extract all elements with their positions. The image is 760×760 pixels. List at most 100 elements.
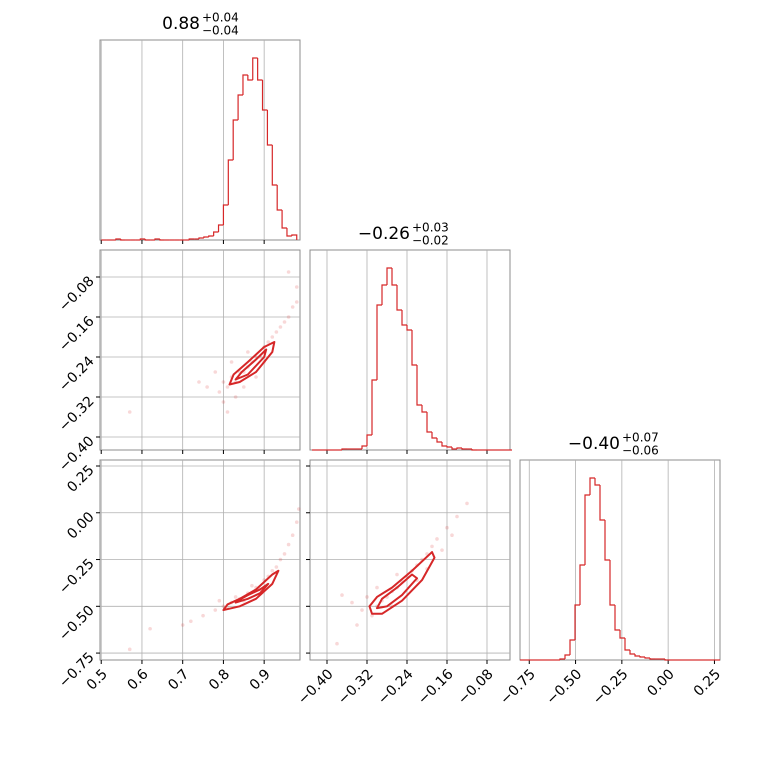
sample-point — [254, 375, 258, 379]
sample-point — [296, 507, 301, 511]
x-tick-label: −0.50 — [544, 666, 586, 708]
histogram-bin — [609, 560, 615, 606]
sample-point — [465, 501, 469, 506]
histogram-bin — [242, 74, 248, 95]
sample-point — [221, 400, 226, 404]
x-tick-label: 0.8 — [206, 666, 233, 693]
x-tick-label: 0.00 — [644, 666, 677, 699]
panel-frame — [309, 459, 511, 661]
sample-point — [217, 598, 222, 603]
histogram-bin — [391, 268, 397, 286]
histogram-bin — [569, 639, 575, 655]
sample-point — [270, 568, 275, 573]
histogram-bin — [247, 75, 253, 81]
x-tick-label: 0.9 — [247, 666, 274, 693]
x-tick-label: 0.7 — [165, 666, 192, 693]
histogram-bin — [341, 448, 347, 450]
histogram-bin — [426, 412, 432, 433]
histogram-bin — [386, 267, 392, 285]
sample-point — [274, 565, 279, 569]
histogram-bin — [198, 237, 204, 239]
histogram-bin — [376, 304, 382, 380]
histogram-bin — [441, 442, 447, 447]
y-tick-label: −0.25 — [56, 556, 98, 598]
histogram-bin — [291, 234, 298, 240]
title-lower: −0.02 — [412, 234, 449, 248]
contour — [228, 341, 276, 386]
y-tick-label: −0.08 — [56, 273, 98, 315]
histogram-bin — [416, 365, 422, 406]
sample-point — [197, 380, 201, 384]
histogram-bin — [217, 224, 224, 232]
histogram-bin — [213, 231, 219, 236]
histogram-bin — [406, 325, 412, 331]
histogram-bin — [154, 238, 160, 240]
sample-point — [435, 537, 439, 541]
contour — [376, 573, 418, 610]
x-tick-label: −0.75 — [497, 666, 539, 708]
panel-title: −0.26 — [358, 224, 410, 244]
histogram-bin — [252, 57, 258, 80]
histogram-bin — [639, 656, 645, 658]
sample-point — [455, 514, 459, 519]
contour — [222, 569, 280, 612]
sample-point — [241, 385, 246, 389]
y-tick-label: −0.24 — [56, 353, 98, 395]
sample-point — [148, 626, 152, 631]
histogram-bin — [159, 239, 165, 241]
contour — [368, 551, 436, 615]
histogram-bin — [559, 658, 565, 660]
histogram-bin — [456, 447, 462, 449]
histogram-bin — [286, 228, 292, 237]
histogram-bin — [644, 657, 650, 659]
sample-point — [294, 520, 299, 524]
sample-point — [286, 315, 291, 319]
histogram-bin — [115, 238, 121, 240]
sample-point — [340, 593, 344, 597]
histogram-bin — [624, 638, 630, 651]
panel-frame — [519, 459, 721, 661]
x-tick-label: −0.40 — [295, 666, 337, 708]
histogram-bin — [471, 449, 477, 451]
histogram-bin — [139, 238, 146, 240]
sample-point — [127, 647, 132, 652]
histogram-bin — [446, 446, 452, 448]
panel-frame — [99, 39, 301, 241]
sample-point — [365, 595, 369, 599]
histogram-bin — [629, 650, 635, 655]
x-tick-label: −0.08 — [455, 666, 497, 708]
sample-point — [180, 623, 185, 627]
histogram-bin — [232, 119, 239, 160]
panel-title: −0.40 — [568, 434, 620, 454]
sample-point — [286, 270, 291, 274]
sample-point — [294, 285, 299, 289]
contour — [234, 348, 268, 381]
sample-point — [266, 340, 271, 344]
histogram-bin — [589, 477, 595, 495]
histogram-bin — [203, 236, 209, 238]
histogram-bin — [461, 448, 467, 450]
histogram-bin — [421, 405, 427, 413]
x-tick-label: −0.24 — [375, 666, 417, 708]
sample-point — [221, 380, 226, 384]
panel-frame — [309, 249, 511, 451]
sample-point — [450, 533, 454, 538]
title-upper: +0.04 — [202, 11, 239, 25]
histogram-bin — [188, 238, 195, 240]
histogram-bin — [208, 235, 214, 237]
histogram-bin — [604, 520, 610, 561]
sample-point — [274, 330, 279, 334]
sample-point — [282, 552, 287, 556]
sample-point — [282, 320, 287, 324]
sample-point — [290, 305, 295, 309]
histogram-bin — [614, 605, 620, 631]
title-upper: +0.03 — [412, 221, 449, 235]
histogram-bin — [574, 604, 580, 640]
histogram-bin — [584, 494, 590, 565]
sample-point — [246, 350, 250, 354]
x-tick-label: 0.6 — [125, 666, 152, 693]
sample-point — [233, 595, 238, 599]
x-tick-label: −0.32 — [335, 666, 377, 708]
panel-frame — [99, 459, 301, 661]
sample-point — [127, 410, 132, 414]
